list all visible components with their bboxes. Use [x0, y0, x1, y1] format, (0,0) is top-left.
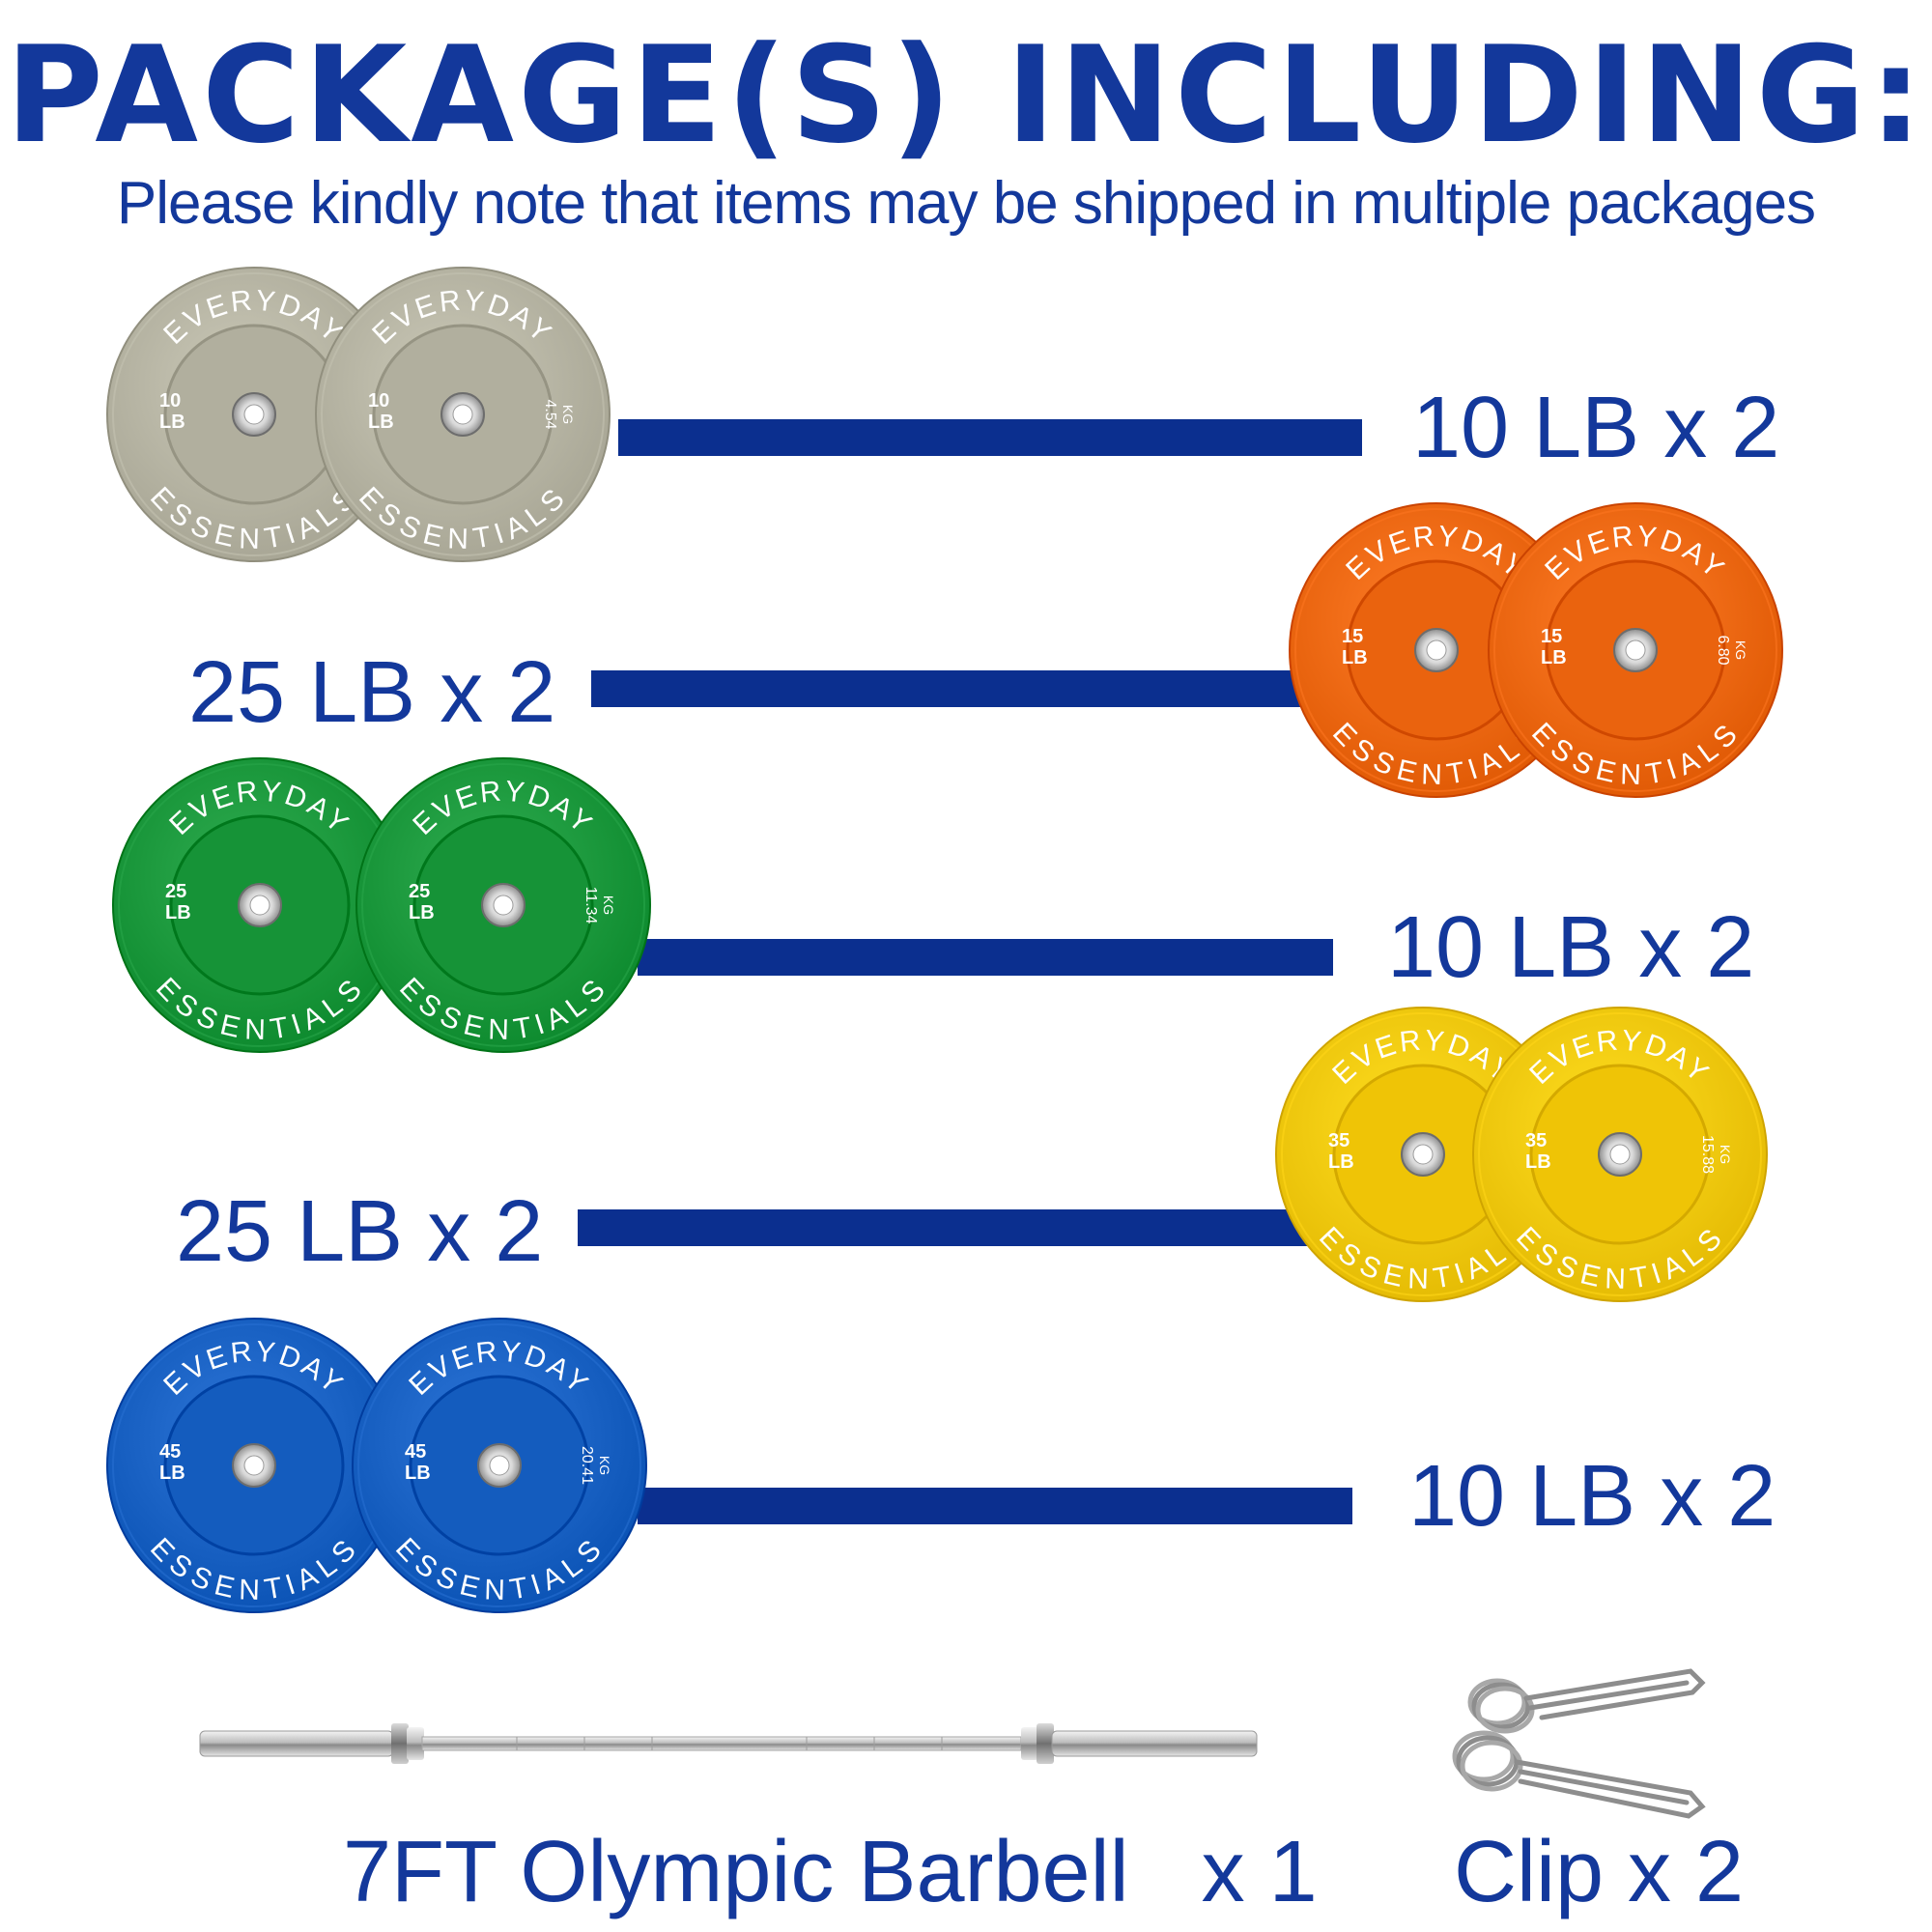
weight-plate: EVERYDAY ESSENTIALS 35 LB 15.88 KG — [1470, 1005, 1770, 1304]
svg-text:KG: KG — [601, 895, 616, 915]
weight-plate: EVERYDAY ESSENTIALS 25 LB — [110, 755, 410, 1055]
svg-text:6.80: 6.80 — [1715, 635, 1731, 665]
svg-text:LB: LB — [1342, 647, 1368, 668]
barbell-image — [198, 1710, 1261, 1792]
svg-text:15.88: 15.88 — [1699, 1135, 1716, 1174]
svg-text:LB: LB — [1525, 1151, 1551, 1173]
svg-text:LB: LB — [1541, 647, 1567, 668]
row-label-3: 10 LB x 2 — [1387, 899, 1755, 996]
svg-text:15: 15 — [1342, 626, 1363, 647]
barbell-label: 7FT Olympic Barbell x 1 — [343, 1824, 1318, 1920]
svg-text:35: 35 — [1328, 1130, 1350, 1151]
page-subtitle: Please kindly note that items may be shi… — [116, 170, 1816, 237]
row-label-4: 25 LB x 2 — [176, 1183, 544, 1280]
svg-text:LB: LB — [1328, 1151, 1354, 1173]
svg-text:35: 35 — [1525, 1130, 1547, 1151]
svg-text:KG: KG — [1733, 640, 1748, 660]
row-label-1: 10 LB x 2 — [1412, 380, 1780, 476]
weight-plate: EVERYDAY ESSENTIALS 45 LB 20.41 KG — [350, 1316, 649, 1615]
svg-text:15: 15 — [1541, 626, 1562, 647]
svg-text:11.34: 11.34 — [582, 887, 599, 924]
connector-line-5 — [638, 1488, 1352, 1524]
svg-text:LB: LB — [368, 412, 394, 433]
svg-text:LB: LB — [165, 902, 191, 923]
row-label-2: 25 LB x 2 — [188, 644, 556, 741]
connector-line-2 — [591, 670, 1325, 707]
svg-text:10: 10 — [368, 390, 389, 412]
svg-text:KG: KG — [597, 1456, 612, 1475]
svg-text:25: 25 — [409, 881, 430, 902]
svg-text:45: 45 — [405, 1441, 426, 1463]
svg-text:KG: KG — [560, 405, 576, 424]
weight-plate: EVERYDAY ESSENTIALS 25 LB 11.34 KG — [354, 755, 653, 1055]
svg-text:45: 45 — [159, 1441, 181, 1463]
svg-text:LB: LB — [159, 1463, 185, 1484]
page-title: PACKAGE(S) INCLUDING: — [5, 17, 1927, 173]
svg-text:LB: LB — [405, 1463, 431, 1484]
svg-text:10: 10 — [159, 390, 181, 412]
svg-text:4.54: 4.54 — [542, 399, 558, 429]
row-label-5: 10 LB x 2 — [1408, 1448, 1776, 1545]
weight-plate: EVERYDAY ESSENTIALS 10 LB 4.54 KG — [313, 265, 612, 564]
svg-text:LB: LB — [159, 412, 185, 433]
svg-text:25: 25 — [165, 881, 186, 902]
weight-plate: EVERYDAY ESSENTIALS 15 LB 6.80 KG — [1486, 500, 1785, 800]
connector-line-1 — [618, 419, 1362, 456]
clip-label: Clip x 2 — [1454, 1824, 1745, 1920]
svg-text:KG: KG — [1718, 1145, 1733, 1164]
connector-line-3 — [638, 939, 1333, 976]
connector-line-4 — [578, 1209, 1312, 1246]
svg-text:20.41: 20.41 — [579, 1446, 595, 1485]
clip-image — [1449, 1662, 1710, 1831]
weight-plate: EVERYDAY ESSENTIALS 45 LB — [104, 1316, 404, 1615]
svg-text:LB: LB — [409, 902, 435, 923]
